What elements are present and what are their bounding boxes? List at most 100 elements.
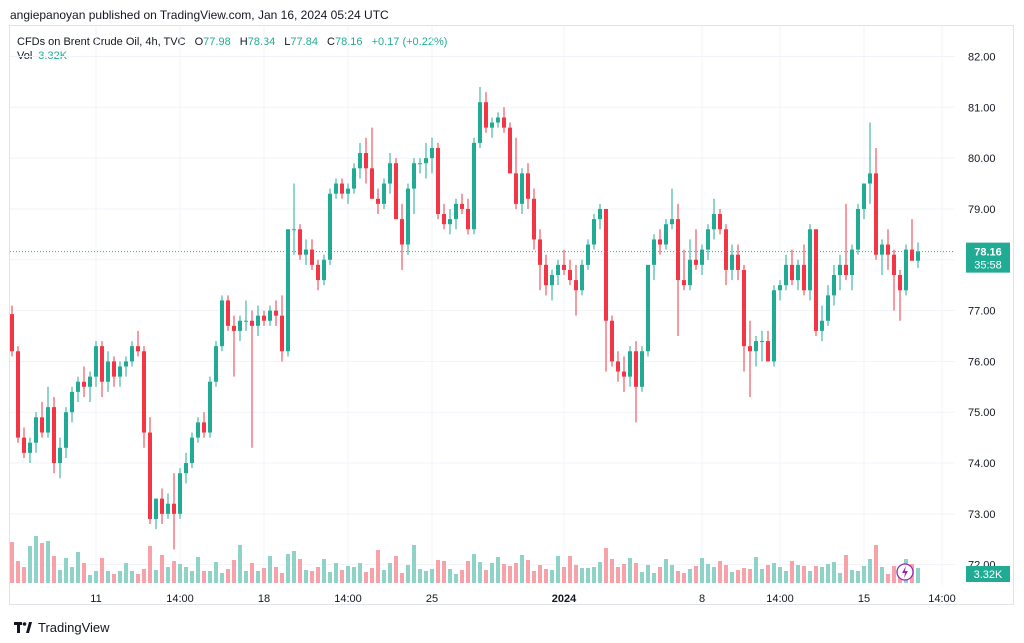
volume-bar bbox=[40, 543, 44, 583]
volume-bar bbox=[376, 550, 380, 583]
candle-body bbox=[112, 361, 116, 377]
candle-body bbox=[850, 249, 854, 276]
candle-body bbox=[640, 351, 644, 387]
volume-bar bbox=[832, 562, 836, 583]
volume-bar bbox=[310, 571, 314, 583]
candle-body bbox=[316, 264, 320, 281]
candle-body bbox=[796, 264, 800, 281]
candle-body bbox=[226, 300, 230, 326]
volume-bar bbox=[646, 565, 650, 583]
candle-body bbox=[298, 229, 302, 255]
volume-bar bbox=[670, 565, 674, 583]
volume-bar bbox=[100, 558, 104, 583]
candle-body bbox=[760, 341, 764, 343]
candle-body bbox=[424, 158, 428, 164]
volume-bar bbox=[472, 554, 476, 583]
candle-body bbox=[364, 153, 368, 169]
volume-bar bbox=[184, 567, 188, 583]
x-tick-label: 14:00 bbox=[766, 593, 794, 605]
candle-body bbox=[862, 183, 866, 209]
volume-bar bbox=[286, 554, 290, 583]
volume-bar bbox=[226, 569, 230, 583]
candle-body bbox=[268, 310, 272, 321]
candle-body bbox=[34, 417, 38, 443]
volume-bar bbox=[628, 558, 632, 583]
candle-body bbox=[310, 249, 314, 265]
volume-bar bbox=[322, 559, 326, 583]
candle-body bbox=[880, 244, 884, 255]
volume-bar bbox=[886, 574, 890, 583]
candle-body bbox=[712, 214, 716, 230]
volume-bar bbox=[724, 565, 728, 583]
candle-body bbox=[118, 366, 122, 377]
volume-bar bbox=[370, 568, 374, 583]
volume-bar bbox=[796, 565, 800, 583]
y-tick-label: 80.00 bbox=[968, 153, 996, 165]
volume-bar bbox=[436, 560, 440, 583]
candle-body bbox=[82, 381, 86, 387]
candle-body bbox=[526, 173, 530, 199]
candle-body bbox=[214, 346, 218, 382]
volume-bar bbox=[352, 567, 356, 583]
volume-bar bbox=[490, 563, 494, 583]
candle-body bbox=[910, 249, 914, 261]
volume-bar bbox=[448, 569, 452, 583]
volume-bar bbox=[622, 564, 626, 583]
volume-bar bbox=[166, 567, 170, 583]
volume-bar bbox=[586, 568, 590, 583]
candle-body bbox=[814, 229, 818, 331]
candle-body bbox=[394, 163, 398, 220]
candle-body bbox=[754, 341, 758, 352]
volume-bar bbox=[172, 561, 176, 583]
legend-low: 77.84 bbox=[290, 36, 318, 48]
volume-bar bbox=[790, 561, 794, 583]
candle-body bbox=[430, 147, 434, 159]
candle-body bbox=[898, 275, 902, 291]
volume-bar bbox=[106, 571, 110, 583]
x-tick-label: 8 bbox=[699, 593, 705, 605]
candle-body bbox=[808, 229, 812, 291]
volume-bar bbox=[784, 571, 788, 583]
volume-bar bbox=[880, 567, 884, 583]
candle-body bbox=[466, 208, 470, 230]
volume-bar bbox=[772, 563, 776, 583]
candle-body bbox=[748, 346, 752, 352]
volume-bar bbox=[616, 567, 620, 583]
candle-body bbox=[436, 147, 440, 215]
volume-bar bbox=[598, 562, 602, 583]
volume-bar bbox=[388, 563, 392, 583]
candle-body bbox=[244, 320, 248, 322]
y-tick-label: 75.00 bbox=[968, 407, 996, 419]
publisher-line: angiepanoyan published on TradingView.co… bbox=[10, 8, 389, 22]
candle-body bbox=[844, 264, 848, 276]
candle-body bbox=[106, 361, 110, 382]
candle-body bbox=[664, 224, 668, 245]
volume-bar bbox=[334, 563, 338, 583]
candle-body bbox=[550, 275, 554, 286]
y-tick-label: 73.00 bbox=[968, 509, 996, 521]
chart-frame bbox=[9, 25, 1014, 605]
volume-bar bbox=[820, 567, 824, 583]
volume-bar bbox=[640, 572, 644, 583]
volume-bar bbox=[136, 574, 140, 583]
volume-bar bbox=[718, 561, 722, 583]
candle-body bbox=[172, 503, 176, 514]
volume-bar bbox=[682, 573, 686, 583]
volume-bar bbox=[406, 565, 410, 583]
candle-body bbox=[628, 351, 632, 377]
volume-bar bbox=[892, 566, 896, 583]
volume-bar bbox=[124, 563, 128, 583]
current-price-badge bbox=[966, 242, 1010, 273]
candle-body bbox=[604, 208, 608, 321]
candle-body bbox=[616, 361, 620, 372]
candle-body bbox=[202, 422, 206, 433]
candle-body bbox=[64, 412, 68, 448]
volume-bar bbox=[712, 567, 716, 583]
x-tick-label: 15 bbox=[858, 593, 870, 605]
candle-body bbox=[196, 422, 200, 438]
volume-bar bbox=[94, 571, 98, 583]
volume-bar bbox=[130, 571, 134, 583]
volume-bar bbox=[202, 571, 206, 583]
candle-body bbox=[622, 371, 626, 377]
